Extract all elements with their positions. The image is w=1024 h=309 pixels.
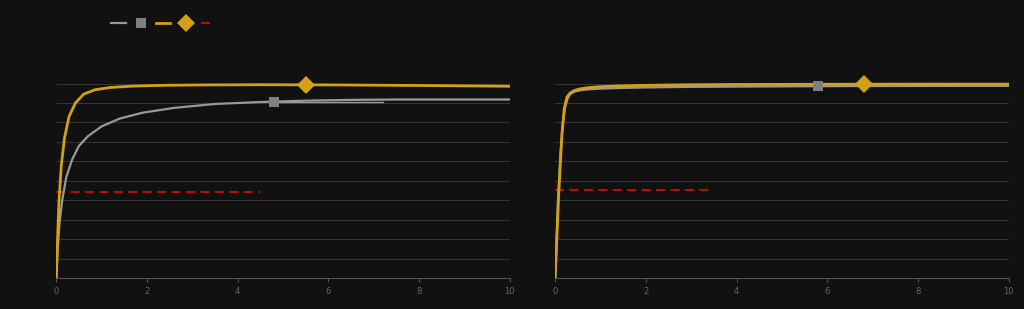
Legend: , , , , : , , , ,	[108, 14, 221, 32]
